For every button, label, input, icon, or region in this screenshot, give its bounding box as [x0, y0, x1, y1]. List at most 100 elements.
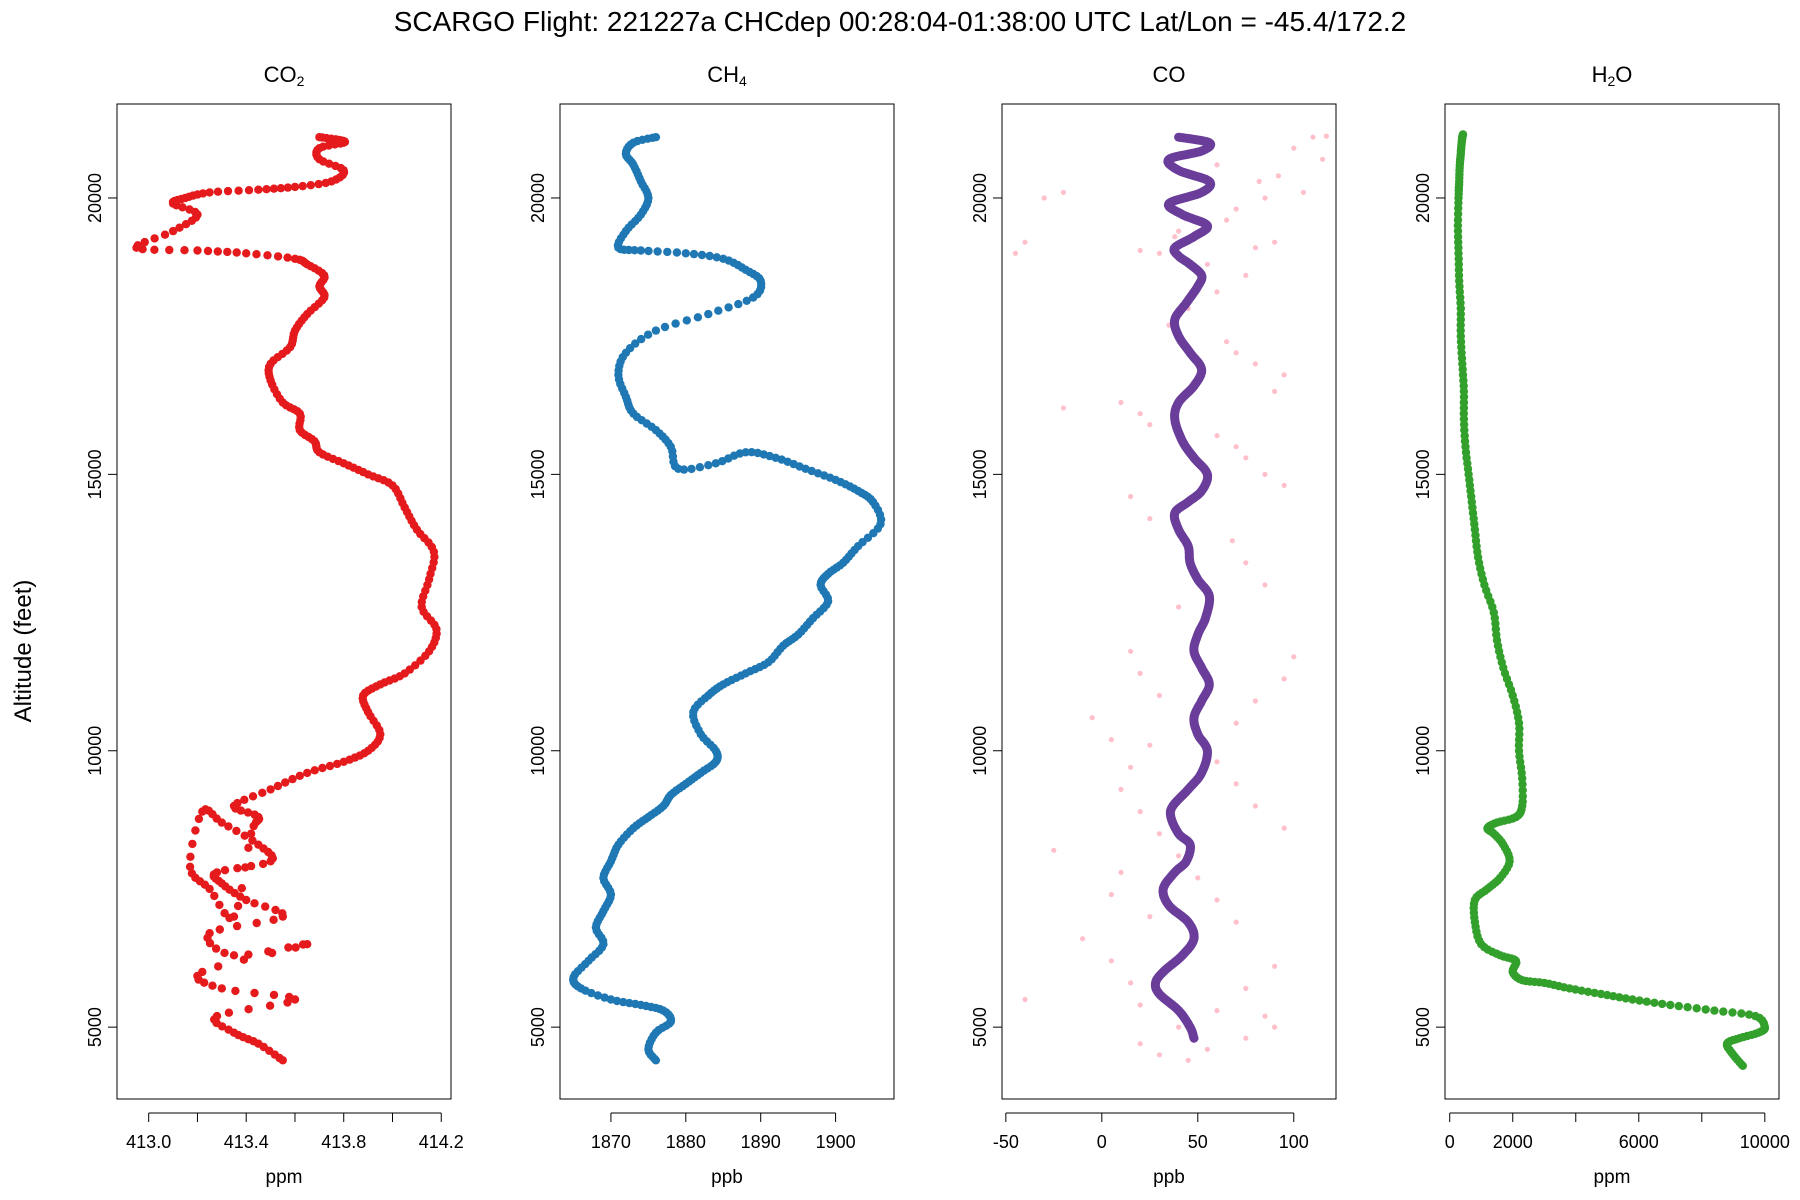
- data-point-h2o: [1666, 1000, 1675, 1010]
- data-point-ch4: [653, 247, 662, 256]
- data-point-co: [1108, 891, 1114, 898]
- data-point-co: [1224, 217, 1230, 223]
- data-point-co: [1118, 786, 1124, 793]
- data-point-co: [1156, 1052, 1162, 1058]
- data-point-co2: [258, 788, 267, 797]
- data-point-co2: [243, 808, 253, 817]
- panel-title-co2: CO2: [263, 62, 305, 89]
- data-point-h2o: [1628, 995, 1637, 1004]
- data-point-co: [1214, 1008, 1220, 1014]
- data-point-co: [1233, 781, 1239, 787]
- data-point-h2o: [1642, 997, 1652, 1006]
- y-tick-label-co: 5000: [970, 1007, 990, 1047]
- data-point-co2: [150, 234, 159, 243]
- data-point-co2: [318, 763, 327, 773]
- data-point-co: [1156, 250, 1162, 256]
- data-point-co: [1147, 422, 1153, 428]
- data-point-co: [1128, 764, 1134, 770]
- data-point-co2: [258, 859, 268, 869]
- data-point-co2: [314, 179, 323, 189]
- data-point-h2o: [1583, 987, 1593, 996]
- y-tick-label-co: 20000: [970, 173, 990, 223]
- data-point-h2o: [1650, 998, 1659, 1007]
- data-point-co2: [278, 909, 287, 918]
- data-point-co: [1060, 189, 1066, 195]
- data-point-ch4: [813, 469, 823, 478]
- data-point-co2: [325, 761, 335, 771]
- data-point-ch4: [672, 248, 682, 257]
- data-point-co2: [290, 254, 300, 263]
- x-tick-label-h2o: 10000: [1740, 1132, 1790, 1152]
- data-point-co2: [284, 943, 293, 952]
- data-point-co2: [241, 863, 250, 872]
- data-point-h2o: [1745, 1010, 1754, 1019]
- data-point-co: [1176, 853, 1182, 859]
- data-point-co: [1233, 919, 1239, 925]
- data-point-co: [1195, 875, 1201, 881]
- data-point-co: [1156, 692, 1162, 699]
- data-point-co: [1137, 1002, 1143, 1008]
- data-point-h2o: [1621, 994, 1631, 1003]
- data-point-co: [1275, 173, 1281, 179]
- data-point-co2: [261, 902, 270, 911]
- data-point-co: [1233, 444, 1239, 450]
- data-point-co2: [315, 133, 324, 142]
- y-tick-label-co2: 20000: [85, 173, 105, 223]
- data-point-h2o: [1453, 209, 1463, 219]
- x-tick-label-ch4: 1890: [741, 1132, 781, 1152]
- data-point-co: [1300, 189, 1306, 195]
- data-point-co: [1147, 742, 1153, 748]
- data-point-ch4: [606, 995, 616, 1004]
- data-point-h2o: [1518, 786, 1527, 795]
- data-point-ch4: [682, 316, 691, 325]
- data-point-co2: [175, 223, 184, 232]
- data-point-h2o: [1590, 988, 1599, 998]
- data-point-co: [1252, 245, 1258, 251]
- data-point-co: [1118, 399, 1124, 406]
- data-point-co: [1262, 195, 1268, 201]
- data-point-ch4: [724, 303, 733, 312]
- data-point-co: [1310, 134, 1316, 140]
- data-point-co2: [224, 1025, 233, 1034]
- data-point-co2: [244, 1005, 253, 1014]
- data-point-co: [1291, 654, 1297, 660]
- data-point-co2: [229, 912, 239, 921]
- panel-title-co: CO: [1152, 62, 1186, 87]
- data-point-co: [1108, 737, 1114, 743]
- data-point-co: [1281, 482, 1287, 488]
- data-point-co2: [295, 771, 304, 780]
- plot-frame-co: [1001, 103, 1337, 1100]
- data-point-co2: [254, 840, 263, 849]
- data-point-co: [1176, 1024, 1182, 1030]
- data-point-co2: [250, 988, 259, 998]
- data-point-ch4: [651, 133, 661, 142]
- data-point-ch4: [637, 334, 646, 344]
- data-point-co: [1128, 493, 1134, 500]
- data-point-ch4: [712, 253, 721, 262]
- data-point-co: [1172, 234, 1178, 240]
- data-point-co2: [269, 990, 279, 1000]
- plot-frame-ch4: [559, 103, 895, 1100]
- data-point-co2: [205, 884, 214, 894]
- data-point-co2: [198, 807, 207, 816]
- data-point-co2: [244, 186, 254, 195]
- x-axis-label-h2o: ppm: [1593, 1167, 1631, 1188]
- data-point-co: [1262, 1013, 1268, 1019]
- plot-frame-h2o: [1444, 103, 1780, 1100]
- x-tick-label-ch4: 1870: [591, 1132, 631, 1152]
- data-point-co2: [273, 781, 283, 791]
- x-tick-label-co2: 414.2: [419, 1132, 464, 1152]
- data-point-co2: [283, 253, 292, 262]
- data-point-co2: [191, 826, 200, 835]
- data-point-co2: [168, 226, 178, 236]
- data-point-co2: [252, 918, 261, 928]
- y-tick-label-co: 15000: [970, 449, 990, 499]
- data-point-co2: [211, 944, 221, 953]
- y-tick-label-h2o: 10000: [1413, 726, 1433, 776]
- y-tick-label-ch4: 20000: [528, 173, 548, 223]
- data-point-co: [1080, 936, 1086, 942]
- data-point-co2: [262, 185, 271, 194]
- data-point-co: [1214, 897, 1220, 903]
- data-point-co2: [232, 826, 241, 836]
- data-point-ch4: [714, 306, 723, 315]
